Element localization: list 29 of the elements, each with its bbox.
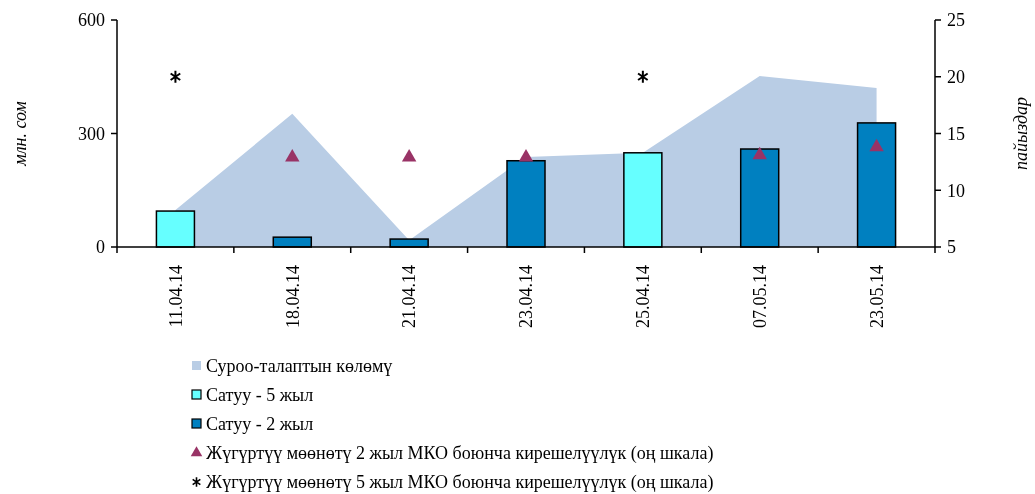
point	[285, 149, 300, 162]
x-tick-label: 11.04.14	[165, 265, 186, 328]
point	[752, 146, 767, 160]
legend-label: Жүгүртүү мөөнөтү 5 жыл МКО боюнча кирешелүүлүк (оң шкала)	[206, 472, 714, 494]
y2-tick-label: 15	[947, 123, 965, 144]
y2-tick-label: 5	[947, 237, 956, 258]
point	[518, 149, 534, 162]
y-tick-label: 600	[78, 10, 105, 31]
y-tick-label: 0	[96, 237, 105, 258]
point	[637, 69, 649, 84]
y2-tick-label: 25	[947, 10, 965, 31]
x-tick-label: 25.04.14	[633, 265, 654, 328]
point	[401, 149, 417, 162]
legend-label: Сатуу - 5 жыл	[206, 385, 314, 406]
legend-label: Суроо-талаптын көлөмү	[206, 356, 393, 377]
x-tick-label: 07.05.14	[750, 265, 771, 328]
y-axis-title: млн. сом	[10, 100, 30, 167]
y2-tick-label: 10	[947, 180, 965, 201]
y2-axis-title: пайыздар	[1011, 96, 1031, 171]
legend-label: Жүгүртүү мөөнөтү 2 жыл МКО боюнча кирешелүүлүк (оң шкала)	[206, 443, 714, 465]
legend-label: Сатуу - 2 жыл	[206, 414, 314, 435]
x-tick-label: 18.04.14	[282, 265, 303, 328]
x-tick-label: 23.04.14	[516, 265, 537, 328]
x-tick-label: 21.04.14	[399, 265, 420, 328]
point	[169, 69, 182, 84]
x-tick-label: 23.05.14	[866, 265, 887, 328]
point	[869, 138, 884, 152]
y-tick-label: 300	[78, 123, 105, 144]
y2-tick-label: 20	[947, 67, 965, 88]
